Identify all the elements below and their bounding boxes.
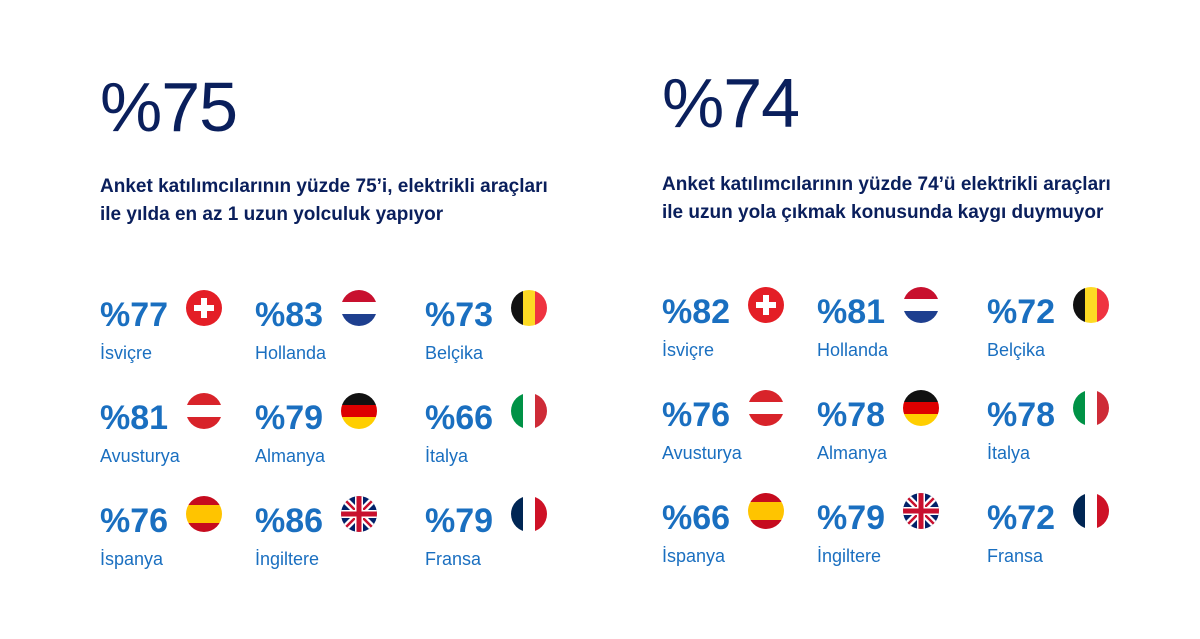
country-percent: %81 — [100, 399, 169, 437]
country-percent: %76 — [662, 396, 731, 434]
country-percent: %73 — [425, 296, 494, 334]
headline-description: Anket katılımcılarının yüzde 74’ü elektr… — [662, 174, 1111, 223]
country-stat-austria: %76 Avusturya — [662, 390, 822, 470]
germany-flag-icon — [341, 393, 377, 429]
country-stat-italy: %78 İtalya — [987, 390, 1147, 470]
country-stat-spain: %76 İspanya — [100, 496, 260, 576]
country-percent: %83 — [255, 296, 324, 334]
country-name: İngiltere — [255, 549, 320, 569]
country-percent: %76 — [100, 502, 169, 540]
country-stat-spain: %66 İspanya — [662, 493, 822, 573]
germany-flag-icon — [903, 390, 939, 426]
country-name: Hollanda — [255, 343, 327, 363]
country-name: Almanya — [817, 443, 888, 463]
country-percent: %81 — [817, 293, 886, 331]
country-stat-netherlands: %83 Hollanda — [255, 290, 415, 370]
country-percent: %72 — [987, 499, 1056, 537]
country-percent: %72 — [987, 293, 1056, 331]
netherlands-flag-icon — [341, 290, 377, 326]
country-name: İngiltere — [817, 546, 882, 566]
headline-percent: %74 — [662, 64, 800, 142]
country-stat-germany: %79 Almanya — [255, 393, 415, 473]
spain-flag-icon — [186, 496, 222, 532]
country-percent: %79 — [255, 399, 324, 437]
country-percent: %66 — [425, 399, 494, 437]
country-stat-switzerland: %77 İsviçre — [100, 290, 260, 370]
country-name: Avusturya — [100, 446, 180, 466]
country-stat-france: %72 Fransa — [987, 493, 1147, 573]
stat-panel-long-trips: %75 Anket katılımcılarının yüzde 75’i, e… — [100, 0, 620, 639]
spain-flag-icon — [748, 493, 784, 529]
headline-description: Anket katılımcılarının yüzde 75’i, elekt… — [100, 176, 548, 225]
country-name: İsviçre — [100, 343, 153, 363]
stat-panel-no-anxiety: %74 Anket katılımcılarının yüzde 74’ü el… — [662, 0, 1182, 639]
uk-flag-icon — [903, 493, 939, 529]
austria-flag-icon — [748, 390, 784, 426]
country-name: Fransa — [987, 546, 1044, 566]
italy-flag-icon — [511, 393, 547, 429]
country-name: İtalya — [987, 443, 1031, 463]
country-stat-uk: %79 İngiltere — [817, 493, 977, 573]
country-percent: %79 — [817, 499, 886, 537]
country-stat-switzerland: %82 İsviçre — [662, 287, 822, 367]
country-name: İtalya — [425, 446, 469, 466]
country-name: İspanya — [662, 546, 726, 566]
country-stat-netherlands: %81 Hollanda — [817, 287, 977, 367]
country-percent: %82 — [662, 293, 731, 331]
country-name: Avusturya — [662, 443, 742, 463]
country-name: İsviçre — [662, 340, 715, 360]
switzerland-flag-icon — [748, 287, 784, 323]
country-stat-austria: %81 Avusturya — [100, 393, 260, 473]
country-name: İspanya — [100, 549, 164, 569]
switzerland-flag-icon — [186, 290, 222, 326]
country-name: Almanya — [255, 446, 326, 466]
belgium-flag-icon — [1073, 287, 1109, 323]
country-name: Fransa — [425, 549, 482, 569]
country-percent: %77 — [100, 296, 169, 334]
country-name: Hollanda — [817, 340, 889, 360]
france-flag-icon — [1073, 493, 1109, 529]
country-percent: %86 — [255, 502, 324, 540]
austria-flag-icon — [186, 393, 222, 429]
uk-flag-icon — [341, 496, 377, 532]
country-stat-uk: %86 İngiltere — [255, 496, 415, 576]
country-stat-belgium: %72 Belçika — [987, 287, 1147, 367]
italy-flag-icon — [1073, 390, 1109, 426]
country-name: Belçika — [987, 340, 1046, 360]
country-percent: %78 — [987, 396, 1056, 434]
headline-percent: %75 — [100, 68, 238, 146]
country-percent: %66 — [662, 499, 731, 537]
belgium-flag-icon — [511, 290, 547, 326]
country-stat-germany: %78 Almanya — [817, 390, 977, 470]
country-stat-france: %79 Fransa — [425, 496, 585, 576]
france-flag-icon — [511, 496, 547, 532]
country-stat-belgium: %73 Belçika — [425, 290, 585, 370]
country-stat-italy: %66 İtalya — [425, 393, 585, 473]
country-percent: %78 — [817, 396, 886, 434]
netherlands-flag-icon — [903, 287, 939, 323]
country-percent: %79 — [425, 502, 494, 540]
country-name: Belçika — [425, 343, 484, 363]
